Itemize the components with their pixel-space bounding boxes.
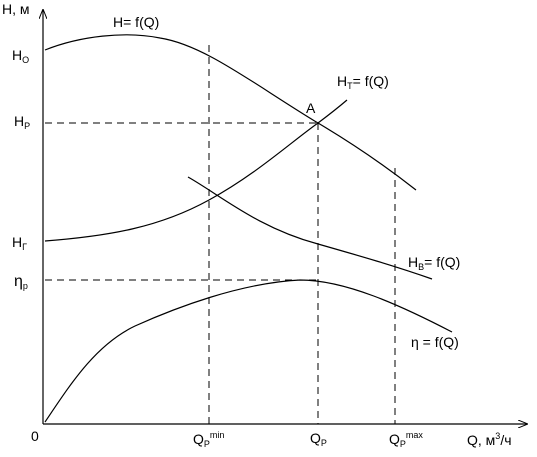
- network-curve-label: HB= f(Q): [408, 254, 461, 272]
- origin-label: 0: [31, 428, 39, 444]
- qp-label: QP: [310, 430, 327, 448]
- eta-p-label: ηp: [14, 273, 28, 291]
- network-head-curve: [187, 176, 433, 280]
- qmin-label: QPmin: [193, 430, 225, 449]
- h0-label: HO: [12, 47, 30, 65]
- system-curve-label: HT= f(Q): [337, 73, 389, 91]
- qmax-label: QPmax: [389, 430, 423, 449]
- x-axis-title: Q, м3/ч: [467, 431, 512, 448]
- y-axis-title: H, м: [2, 1, 30, 17]
- hp-label: HP: [14, 113, 31, 131]
- pump-curve-label: H= f(Q): [113, 14, 160, 30]
- efficiency-curve: [44, 279, 453, 423]
- operating-point-label: A: [306, 100, 316, 116]
- system-head-curve: [44, 99, 348, 242]
- efficiency-curve-label: η = f(Q): [411, 334, 459, 350]
- hg-label: HГ: [12, 234, 27, 252]
- pump-head-curve: [44, 34, 417, 191]
